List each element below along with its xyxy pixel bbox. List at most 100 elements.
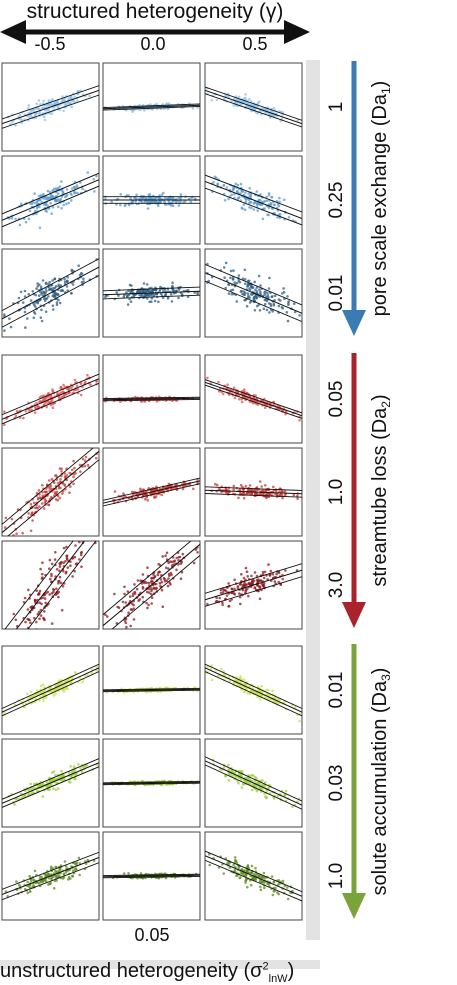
scatter-point (275, 572, 279, 576)
scatter-point (83, 459, 87, 463)
scatter-point (59, 197, 62, 201)
scatter-point (14, 618, 18, 622)
scatter-point (65, 474, 69, 477)
regression-line (103, 874, 200, 878)
scatter-point (35, 102, 38, 105)
scatter-point (65, 545, 68, 549)
confidence-line (103, 780, 200, 784)
scatter-point (249, 689, 253, 693)
scatter-point (49, 867, 53, 870)
scatter-point (258, 288, 261, 292)
confidence-line (205, 493, 302, 498)
scatter-point (230, 193, 234, 197)
scatter-point (73, 555, 77, 559)
scatter-point (71, 283, 75, 286)
scatter-point (70, 387, 73, 390)
scatter-point (164, 196, 167, 200)
regression-line (2, 762, 99, 804)
scatter-point (49, 201, 52, 205)
scatter-point (244, 191, 247, 194)
scatter-point (266, 294, 270, 297)
scatter-point (231, 277, 235, 281)
scatter-point (189, 200, 193, 204)
confidence-line (103, 873, 200, 877)
scatter-point (38, 110, 41, 114)
scatter-point (52, 694, 56, 697)
confidence-line (2, 94, 99, 129)
scatter-point (251, 286, 255, 289)
scatter-point (54, 692, 57, 695)
scatter-point (271, 893, 275, 897)
scatter-point (79, 181, 82, 184)
scatter-panel-1-0-0 (1, 354, 100, 444)
confidence-line (2, 275, 99, 328)
scatter-point (218, 596, 221, 600)
scatter-point (39, 316, 43, 320)
scatter-point (245, 570, 249, 573)
scatter-point (283, 700, 286, 704)
scatter-point (125, 291, 128, 294)
row-label-2-1: 0.03 (326, 765, 347, 802)
scatter-point (272, 880, 276, 883)
scatter-point (64, 686, 68, 690)
scatter-point (177, 559, 180, 562)
scatter-point (95, 380, 98, 383)
scatter-point (104, 295, 107, 299)
scatter-point (265, 495, 268, 499)
scatter-point (244, 96, 247, 100)
scatter-point (276, 883, 280, 887)
scatter-point (248, 206, 251, 209)
scatter-point (250, 492, 254, 496)
scatter-point (247, 594, 250, 598)
row-label-1-0: 0.05 (326, 381, 347, 418)
scatter-point (19, 290, 23, 294)
scatter-point (258, 309, 262, 312)
scatter-point (164, 876, 168, 880)
scatter-point (266, 291, 269, 295)
scatter-point (280, 493, 284, 497)
scatter-point (30, 695, 33, 699)
scatter-point (57, 205, 60, 209)
scatter-point (146, 297, 149, 300)
scatter-point (60, 769, 63, 773)
scatter-point (17, 296, 21, 300)
scatter-point (48, 479, 51, 482)
group-label-0: pore scale exchange (Da1) (369, 81, 393, 317)
confidence-line (2, 373, 99, 416)
scatter-point (53, 481, 56, 485)
scatter-point (51, 289, 54, 292)
scatter-point (245, 304, 249, 308)
scatter-point (75, 861, 79, 864)
scatter-point (259, 193, 262, 196)
scatter-point (262, 871, 266, 875)
scatter-point (23, 705, 26, 709)
scatter-point (149, 592, 153, 596)
scatter-point (76, 191, 79, 195)
scatter-point (233, 281, 236, 284)
scatter-point (248, 582, 251, 586)
scatter-point (55, 303, 59, 307)
scatter-point (67, 771, 71, 774)
scatter-point (54, 865, 57, 869)
scatter-point (48, 577, 52, 581)
scatter-point (56, 875, 59, 879)
scatter-point (179, 193, 183, 196)
scatter-panel-2-0-0 (1, 645, 100, 735)
scatter-point (48, 593, 51, 596)
scatter-point (153, 299, 157, 303)
scatter-point (70, 770, 74, 774)
scatter-point (246, 575, 249, 578)
scatter-point (70, 268, 74, 272)
gray-base-strip (0, 960, 320, 969)
scatter-point (123, 204, 127, 207)
regression-line (205, 272, 302, 314)
scatter-point (162, 289, 165, 293)
scatter-point (48, 567, 51, 570)
scatter-point (153, 495, 156, 499)
scatter-point (168, 581, 172, 585)
scatter-point (164, 293, 167, 297)
scatter-point (135, 193, 138, 197)
scatter-point (38, 103, 42, 106)
scatter-panel-2-2-2 (204, 831, 303, 921)
scatter-point (277, 571, 281, 574)
